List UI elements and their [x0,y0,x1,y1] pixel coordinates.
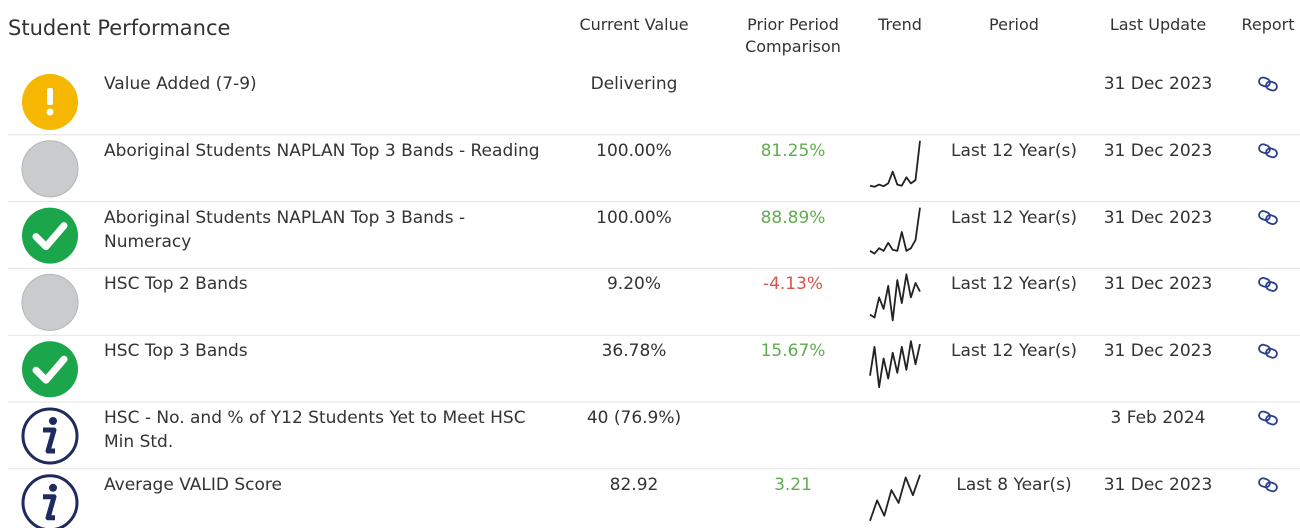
status-icon [22,74,78,130]
row-name: Aboriginal Students NAPLAN Top 3 Bands -… [104,140,540,161]
link-ellipse [1258,276,1271,288]
status-icon [21,407,79,465]
row-name: HSC Top 3 Bands [104,341,248,362]
report-link[interactable] [1258,343,1278,359]
icon-circle [21,273,79,331]
icon-glyph [47,88,53,105]
column-header: Period [989,15,1039,34]
link-ellipse [1258,143,1271,155]
status-icon [21,140,79,198]
sparkline [869,207,921,255]
link-ellipse [1258,410,1271,422]
row-name: Average VALID Score [104,474,282,495]
prior-comparison: 3.21 [774,474,812,495]
row-name: HSC - No. and % of Y12 Students Yet to M… [104,408,526,452]
column-header: Report [1241,15,1295,34]
current-value: Delivering [590,74,678,94]
prior-comparison: 88.89% [760,207,826,228]
current-value: 82.92 [609,474,659,495]
report-link[interactable] [1258,477,1278,493]
icon-glyph [49,417,57,425]
last-update: 31 Dec 2023 [1103,341,1213,362]
current-value: 100.00% [596,207,672,228]
link-ellipse [1265,147,1278,159]
report-link[interactable] [1258,76,1278,92]
last-update: 31 Dec 2023 [1103,274,1213,295]
link-ellipse [1258,343,1271,355]
icon-circle [22,341,78,398]
row-name: Value Added (7-9) [104,74,257,94]
link-ellipse [1258,76,1271,88]
sparkline [869,340,921,389]
period: Last 12 Year(s) [951,341,1077,362]
column-header: Last Update [1109,15,1207,34]
status-icon [22,341,78,398]
last-update: 31 Dec 2023 [1103,207,1213,228]
link-ellipse [1265,414,1278,426]
period: Last 12 Year(s) [951,207,1077,228]
status-icon [21,474,79,528]
icon-glyph [46,108,54,116]
link-ellipse [1258,477,1271,489]
report-link[interactable] [1258,276,1278,292]
row-name: Aboriginal Students NAPLAN Top 3 Bands -… [104,207,466,252]
icon-glyph [32,222,68,251]
current-value: 100.00% [596,140,672,161]
link-ellipse [1265,481,1278,493]
icon-glyph [32,355,68,384]
period: Last 8 Year(s) [956,474,1072,495]
icon-circle [21,140,79,198]
report-link[interactable] [1258,143,1278,159]
sparkline [869,140,921,188]
icon-circle [22,207,78,264]
column-header: Current Value [579,15,689,34]
last-update: 31 Dec 2023 [1103,474,1213,495]
link-ellipse [1265,214,1278,226]
current-value: 9.20% [606,274,662,295]
report-link[interactable] [1258,410,1278,426]
report-link[interactable] [1258,210,1278,226]
row-name: HSC Top 2 Bands [104,274,248,295]
status-icon [22,207,78,264]
current-value: 36.78% [601,341,667,362]
table-title: Student Performance [8,16,231,40]
period: Last 12 Year(s) [951,140,1077,161]
link-ellipse [1258,210,1271,222]
link-ellipse [1265,80,1278,92]
sparkline [869,273,921,322]
icon-glyph [43,427,57,454]
last-update: 31 Dec 2023 [1103,140,1213,161]
sparkline [869,474,921,522]
column-header: Prior Period Comparison [745,15,841,56]
prior-comparison: -4.13% [762,274,824,295]
prior-comparison: 15.67% [760,341,826,362]
link-ellipse [1265,280,1278,292]
last-update: 31 Dec 2023 [1103,74,1213,94]
last-update: 3 Feb 2024 [1110,408,1206,428]
icon-glyph [43,494,57,521]
icon-glyph [49,483,57,492]
status-icon [21,273,79,331]
period: Last 12 Year(s) [951,274,1077,295]
link-ellipse [1265,347,1278,359]
column-header: Trend [878,15,922,34]
current-value: 40 (76.9%) [586,408,682,428]
prior-comparison: 81.25% [760,140,826,161]
